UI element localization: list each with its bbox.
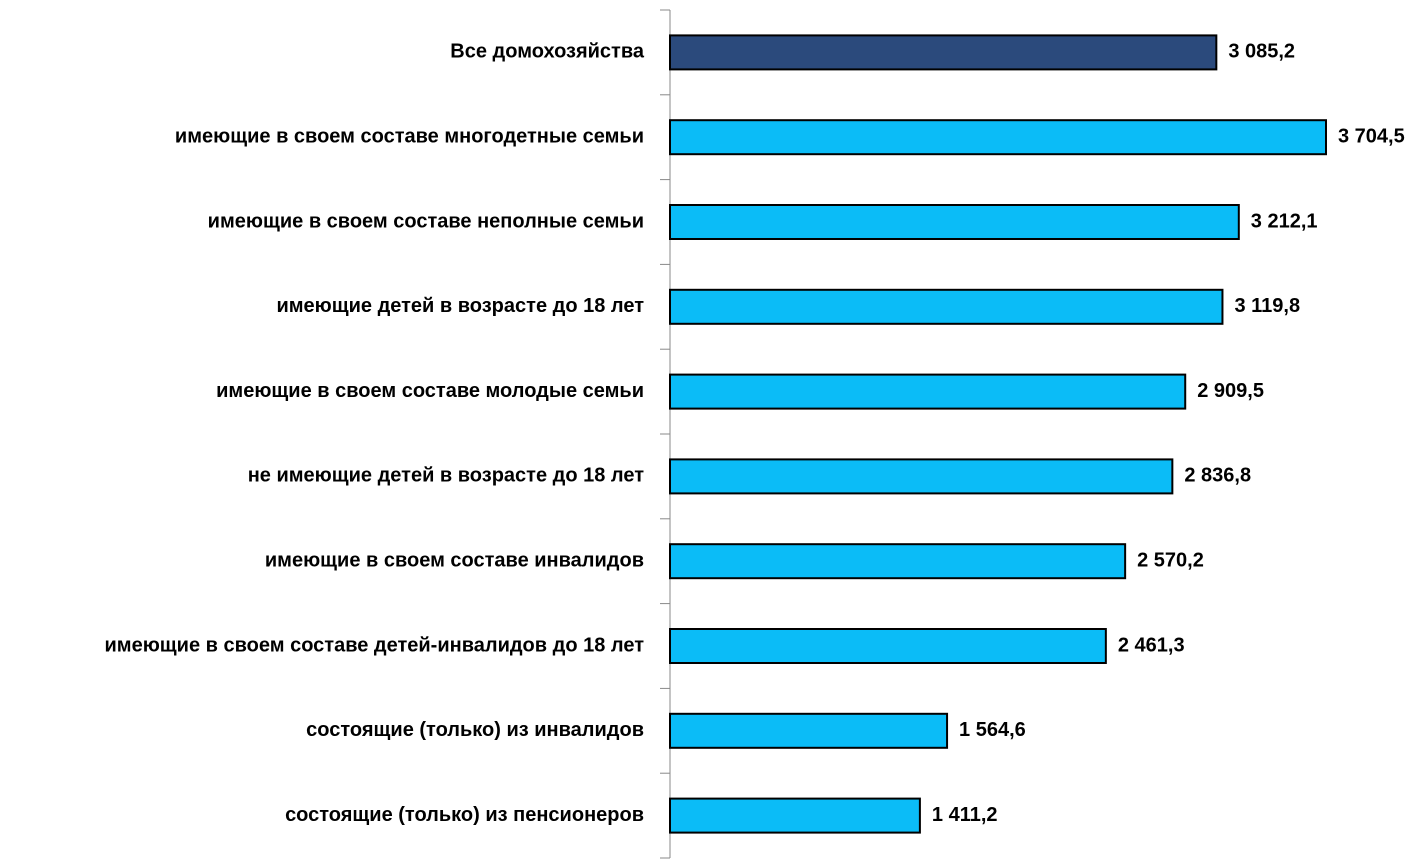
value-label: 3 704,5: [1338, 125, 1405, 147]
bar: [669, 288, 1224, 325]
category-label: имеющие детей в возрасте до 18 лет: [276, 295, 644, 317]
value-label: 3 119,8: [1234, 295, 1300, 317]
bar: [669, 119, 1327, 156]
bar: [669, 712, 949, 749]
value-label: 3 212,1: [1251, 210, 1318, 232]
value-label: 2 570,2: [1137, 549, 1204, 571]
bar: [669, 34, 1218, 71]
bar: [669, 204, 1240, 240]
bar: [669, 458, 1174, 495]
category-label: не имеющие детей в возрасте до 18 лет: [248, 465, 645, 487]
value-label: 1 411,2: [932, 804, 998, 826]
category-label: имеющие в своем составе инвалидов: [265, 549, 644, 571]
value-label: 2 909,5: [1197, 380, 1264, 402]
value-label: 3 085,2: [1228, 41, 1295, 63]
value-label: 1 564,6: [959, 719, 1026, 741]
category-label: имеющие в своем составе неполные семьи: [208, 210, 644, 232]
bar: [669, 797, 921, 834]
category-label: имеющие в своем составе многодетные семь…: [175, 125, 644, 147]
category-label: имеющие в своем составе детей-инвалидов …: [105, 634, 645, 656]
category-label: состоящие (только) из пенсионеров: [285, 804, 644, 826]
bar: [669, 543, 1127, 580]
category-label: состоящие (только) из инвалидов: [306, 719, 644, 741]
category-label: имеющие в своем составе молодые семьи: [216, 380, 644, 402]
bar: [669, 628, 1107, 664]
value-label: 2 461,3: [1118, 634, 1185, 656]
category-label: Все домохозяйства: [450, 41, 645, 63]
value-label: 2 836,8: [1184, 465, 1251, 487]
bar: [669, 373, 1187, 410]
